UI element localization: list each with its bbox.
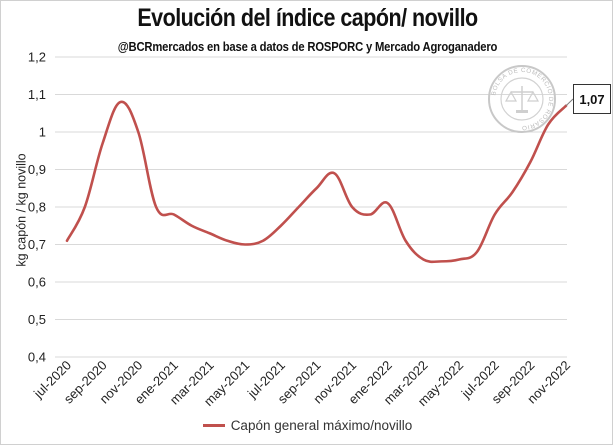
gridlines — [55, 56, 567, 358]
last-value-callout: 1,07 — [573, 84, 611, 114]
y-axis-label: kg capón / kg novillo — [14, 153, 28, 266]
y-tick-label: 1,1 — [28, 87, 46, 102]
callout-leader-line — [565, 98, 574, 107]
series-layer — [65, 100, 568, 264]
seal-icon: BOLSA DE COMERCIO DE ROSARIO — [488, 65, 556, 133]
legend-swatch — [202, 424, 225, 427]
last-value-label: 1,07 — [579, 91, 605, 107]
y-tick-label: 1,2 — [28, 50, 46, 65]
y-tick-label: 0,7 — [28, 237, 46, 252]
chart-title: Evolución del índice capón/ novillo — [137, 4, 478, 32]
legend: Capón general máximo/novillo — [0, 418, 615, 433]
y-tick-label: 0,8 — [28, 200, 46, 215]
y-tick-label: 0,6 — [28, 275, 46, 290]
bcr-seal-watermark: BOLSA DE COMERCIO DE ROSARIO — [487, 64, 557, 134]
y-tick-label: 1 — [39, 125, 46, 140]
y-tick-label: 0,4 — [28, 350, 46, 365]
y-tick-label: 0,9 — [28, 162, 46, 177]
chart-subtitle: @BCRmercados en base a datos de ROSPORC … — [117, 40, 498, 54]
y-tick-label: 0,5 — [28, 312, 46, 327]
y-tick-labels: 1,2 1,1 1 0,9 0,8 0,7 0,6 0,5 0,4 — [28, 50, 46, 365]
series-line-capon-novillo — [65, 100, 568, 264]
legend-label: Capón general máximo/novillo — [230, 418, 413, 433]
x-tick-labels: jul-2020sep-2020nov-2020ene-2021mar-2021… — [30, 358, 573, 409]
